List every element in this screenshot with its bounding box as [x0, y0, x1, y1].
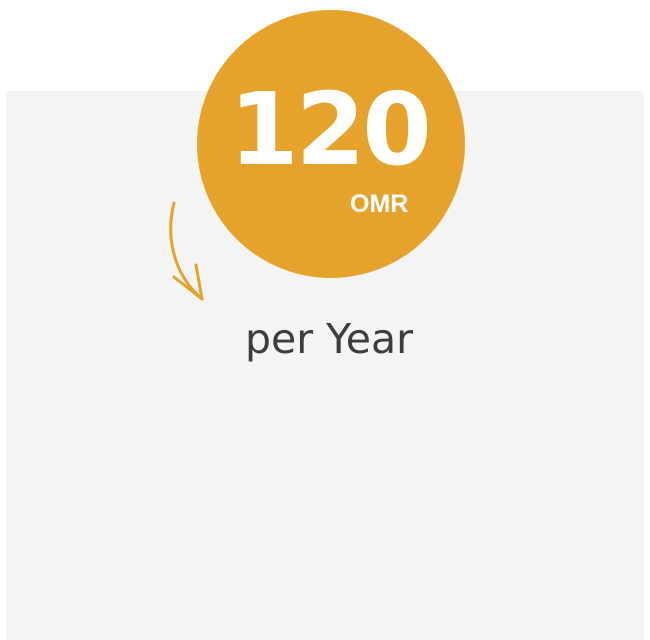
curved-arrow-down-icon — [169, 201, 204, 301]
billing-period: per Year — [245, 315, 413, 363]
price-currency: OMR — [350, 190, 409, 218]
price-badge: 120 OMR — [197, 10, 465, 278]
price-amount: 120 — [229, 71, 432, 188]
